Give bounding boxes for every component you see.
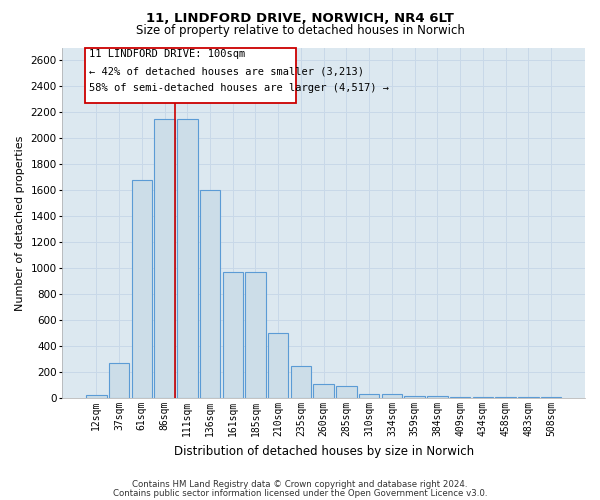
Bar (404, 396, 425, 398)
Bar (450, 397, 470, 398)
Bar (268, 333, 289, 398)
Bar (177, 119, 197, 398)
Text: ← 42% of detached houses are smaller (3,213): ← 42% of detached houses are smaller (3,… (89, 66, 364, 76)
Bar (109, 363, 130, 398)
Bar (154, 119, 175, 398)
Text: Contains public sector information licensed under the Open Government Licence v3: Contains public sector information licen… (113, 489, 487, 498)
Bar (223, 272, 243, 398)
Y-axis label: Number of detached properties: Number of detached properties (15, 135, 25, 310)
Bar (86, 395, 107, 398)
Text: Contains HM Land Registry data © Crown copyright and database right 2024.: Contains HM Land Registry data © Crown c… (132, 480, 468, 489)
Text: 11, LINDFORD DRIVE, NORWICH, NR4 6LT: 11, LINDFORD DRIVE, NORWICH, NR4 6LT (146, 12, 454, 26)
Bar (427, 396, 448, 398)
Bar (291, 366, 311, 398)
Bar (382, 394, 402, 398)
Bar (200, 190, 220, 398)
Text: Size of property relative to detached houses in Norwich: Size of property relative to detached ho… (136, 24, 464, 37)
Bar (518, 397, 539, 398)
Bar (313, 384, 334, 398)
Bar (473, 397, 493, 398)
Text: 11 LINDFORD DRIVE: 100sqm: 11 LINDFORD DRIVE: 100sqm (89, 50, 245, 59)
Bar (359, 394, 379, 398)
Bar (245, 272, 266, 398)
FancyBboxPatch shape (85, 48, 296, 104)
Bar (131, 180, 152, 398)
Bar (496, 397, 516, 398)
Bar (336, 386, 356, 398)
X-axis label: Distribution of detached houses by size in Norwich: Distribution of detached houses by size … (173, 444, 474, 458)
Text: 58% of semi-detached houses are larger (4,517) →: 58% of semi-detached houses are larger (… (89, 83, 389, 93)
